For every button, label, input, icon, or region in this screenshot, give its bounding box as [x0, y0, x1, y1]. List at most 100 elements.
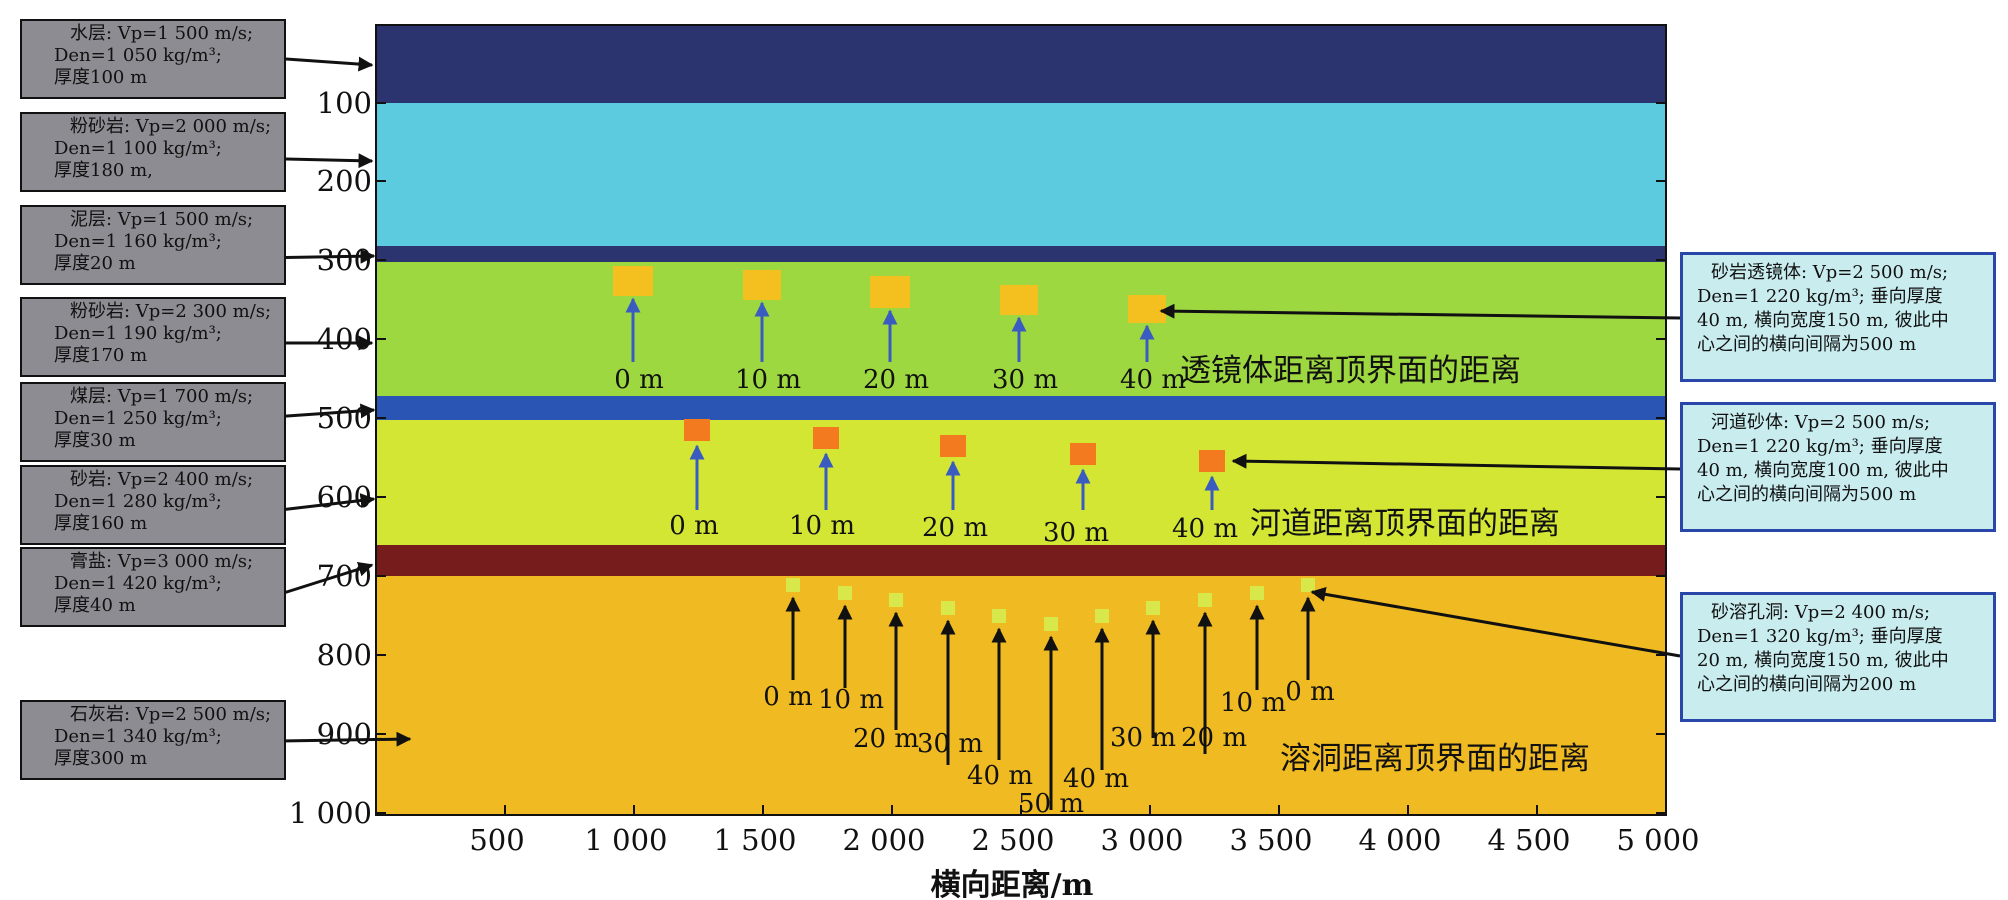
x-tick-label: 2 500: [971, 823, 1054, 857]
channel-sand-body: [1199, 450, 1225, 472]
description-line: 心之间的横向间隔为200 m: [1697, 674, 1917, 695]
legend-line: 厚度180 m,: [54, 160, 153, 181]
sandstone-lens: [613, 266, 653, 296]
karst-cave: [1146, 601, 1160, 615]
description-line: 40 m, 横向宽度150 m, 彼此中: [1697, 310, 1949, 331]
channel-sand-body: [813, 427, 839, 449]
layer-legend-box: 膏盐: Vp=3 000 m/s; Den=1 420 kg/m³; 厚度40 m: [20, 547, 286, 627]
description-line: 心之间的横向间隔为500 m: [1697, 484, 1917, 505]
channel-distance-label: 40 m: [1172, 514, 1238, 544]
x-tick-label: 1 000: [584, 823, 667, 857]
x-axis-label: 横向距离/m: [931, 868, 1094, 900]
annotation-arrows: [255, 56, 1681, 810]
sandstone-lens: [743, 270, 781, 300]
description-line: 40 m, 横向宽度100 m, 彼此中: [1697, 460, 1949, 481]
legend-arrow: [279, 493, 376, 512]
layer-band: [376, 246, 1666, 262]
description-line: Den=1 320 kg/m³; 垂向厚度: [1697, 626, 1943, 647]
channel-distance-label: 30 m: [1043, 518, 1109, 548]
x-tick-label: 2 000: [842, 823, 925, 857]
layer-band: [376, 420, 1666, 545]
x-tick-label: 1 500: [713, 823, 796, 857]
layer-band: [376, 103, 1666, 246]
sandstone-lens: [1128, 295, 1166, 323]
layer-legend-box: 粉砂岩: Vp=2 300 m/s; Den=1 190 kg/m³; 厚度170 …: [20, 297, 286, 377]
lens-caption: 透镜体距离顶界面的距离: [1180, 353, 1521, 389]
karst-cave: [889, 593, 903, 607]
description-line: Den=1 220 kg/m³; 垂向厚度: [1697, 286, 1943, 307]
cave-distance-label: 10 m: [1220, 688, 1286, 718]
description-arrow: [1159, 303, 1681, 320]
x-tick-label: 4 500: [1487, 823, 1570, 857]
y-tick-label: 400: [317, 322, 372, 356]
karst-cave: [786, 578, 800, 592]
cave-distance-label: 30 m: [917, 729, 983, 759]
description-line: 砂溶孔洞: Vp=2 400 m/s;: [1711, 602, 1931, 623]
description-line: 砂岩透镜体: Vp=2 500 m/s;: [1711, 262, 1949, 283]
channel-caption: 河道距离顶界面的距离: [1250, 506, 1560, 542]
legend-line: 厚度100 m: [54, 67, 148, 88]
cave-distance-label: 20 m: [853, 724, 919, 754]
layer-stack: [376, 25, 1666, 815]
description-line: Den=1 220 kg/m³; 垂向厚度: [1697, 436, 1943, 457]
sandstone-lens: [870, 276, 910, 308]
legend-line: 厚度160 m: [54, 513, 148, 534]
legend-line: 粉砂岩: Vp=2 300 m/s;: [70, 301, 272, 322]
legend-line: Den=1 050 kg/m³;: [54, 45, 222, 66]
layer-band: [376, 25, 1666, 103]
legend-line: Den=1 420 kg/m³;: [54, 573, 222, 594]
body-description-box: 河道砂体: Vp=2 500 m/s; Den=1 220 kg/m³; 垂向厚度…: [1680, 402, 1996, 532]
y-tick-label: 600: [317, 480, 372, 514]
cave-distance-label: 0 m: [1285, 677, 1334, 707]
y-tick-label: 900: [317, 717, 372, 751]
description-line: 心之间的横向间隔为500 m: [1697, 334, 1917, 355]
y-tick-label: 1 000: [289, 796, 372, 830]
channel-sand-body: [684, 419, 710, 441]
legend-line: 煤层: Vp=1 700 m/s;: [70, 386, 254, 407]
cave-distance-label: 0 m: [763, 682, 812, 712]
axis-ticks: 100 200 300 400 500 600 700 800 900 1 000 500 1 000…: [289, 86, 1700, 900]
legend-line: 厚度30 m: [54, 430, 136, 451]
channel-sand-body: [1070, 443, 1096, 465]
y-tick-label: 500: [317, 401, 372, 435]
cave-distance-label: 50 m: [1018, 789, 1084, 819]
legend-line: 厚度20 m: [54, 253, 136, 274]
legend-arrow: [279, 731, 412, 747]
karst-cave: [1301, 578, 1315, 592]
layer-legend-box: 泥层: Vp=1 500 m/s; Den=1 160 kg/m³; 厚度20 m: [20, 205, 286, 285]
layer-legend-box: 粉砂岩: Vp=2 000 m/s; Den=1 100 kg/m³; 厚度180 …: [20, 112, 286, 192]
legend-line: 石灰岩: Vp=2 500 m/s;: [70, 704, 272, 725]
channel-distance-label: 20 m: [922, 513, 988, 543]
y-tick-label: 300: [317, 243, 372, 277]
legend-line: 泥层: Vp=1 500 m/s;: [70, 209, 254, 230]
legend-line: 厚度300 m: [54, 748, 148, 769]
channel-distance-label: 0 m: [669, 511, 718, 541]
legend-line: Den=1 160 kg/m³;: [54, 231, 222, 252]
channel-sand-body: [940, 435, 966, 457]
cave-distance-label: 40 m: [1063, 764, 1129, 794]
karst-cave: [1095, 609, 1109, 623]
body-description-box: 砂溶孔洞: Vp=2 400 m/s; Den=1 320 kg/m³; 垂向厚度…: [1680, 592, 1996, 722]
cave-distance-label: 30 m: [1110, 723, 1176, 753]
karst-cave: [992, 609, 1006, 623]
legend-line: 厚度40 m: [54, 595, 136, 616]
sandstone-lens: [1000, 285, 1038, 315]
legend-arrow: [285, 153, 374, 169]
x-tick-label: 500: [469, 823, 524, 857]
layer-legend-box: 石灰岩: Vp=2 500 m/s; Den=1 340 kg/m³; 厚度300 …: [20, 700, 286, 780]
legend-line: 膏盐: Vp=3 000 m/s;: [70, 551, 254, 572]
x-tick-label: 5 000: [1616, 823, 1699, 857]
y-tick-label: 100: [317, 86, 372, 120]
cave-distance-label: 20 m: [1181, 723, 1247, 753]
description-line: 河道砂体: Vp=2 500 m/s;: [1711, 412, 1931, 433]
lens-distance-label: 20 m: [863, 365, 929, 395]
x-tick-label: 4 000: [1358, 823, 1441, 857]
legend-line: Den=1 280 kg/m³;: [54, 491, 222, 512]
layer-band: [376, 545, 1666, 576]
karst-cave: [838, 586, 852, 600]
layer-band: [376, 396, 1666, 420]
legend-line: Den=1 100 kg/m³;: [54, 138, 222, 159]
lens-distance-label: 10 m: [735, 365, 801, 395]
